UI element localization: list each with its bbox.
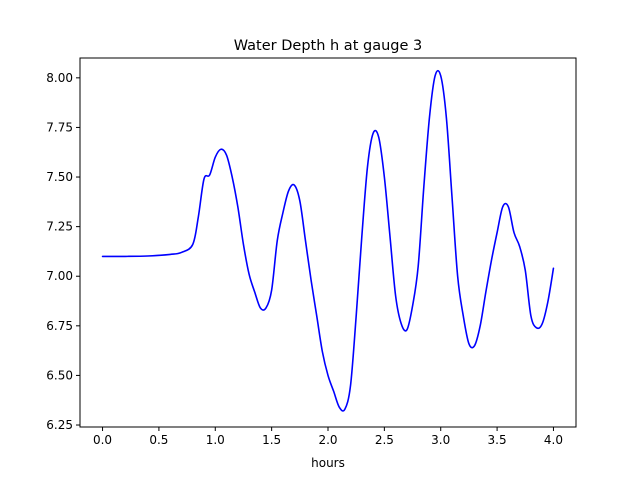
x-tick-label: 4.0 [544,433,563,447]
x-axis-ticks: 0.0 0.5 1.0 1.5 2.0 2.5 3.0 3.5 4.0 [93,427,563,447]
x-axis-label: hours [311,456,345,470]
x-tick-label: 2.0 [318,433,337,447]
x-tick-label: 1.5 [262,433,281,447]
x-tick-label: 3.5 [488,433,507,447]
chart-title: Water Depth h at gauge 3 [234,38,422,54]
data-layer [101,69,555,412]
y-tick-label: 6.50 [46,368,73,382]
x-tick-label: 1.0 [206,433,225,447]
y-axis-ticks: 6.25 6.50 6.75 7.00 7.25 7.50 7.75 8.00 [46,71,80,432]
x-tick-label: 0.0 [93,433,112,447]
y-tick-label: 8.00 [46,71,73,85]
x-tick-label: 0.5 [149,433,168,447]
series-line-0 [101,69,555,412]
y-tick-label: 7.00 [46,269,73,283]
x-tick-label: 3.0 [431,433,450,447]
y-tick-label: 6.75 [46,319,73,333]
y-tick-label: 7.50 [46,170,73,184]
x-tick-label: 2.5 [375,433,394,447]
plot-frame [79,57,577,428]
y-tick-label: 7.25 [46,220,73,234]
y-tick-label: 6.25 [46,418,73,432]
y-tick-label: 7.75 [46,120,73,134]
